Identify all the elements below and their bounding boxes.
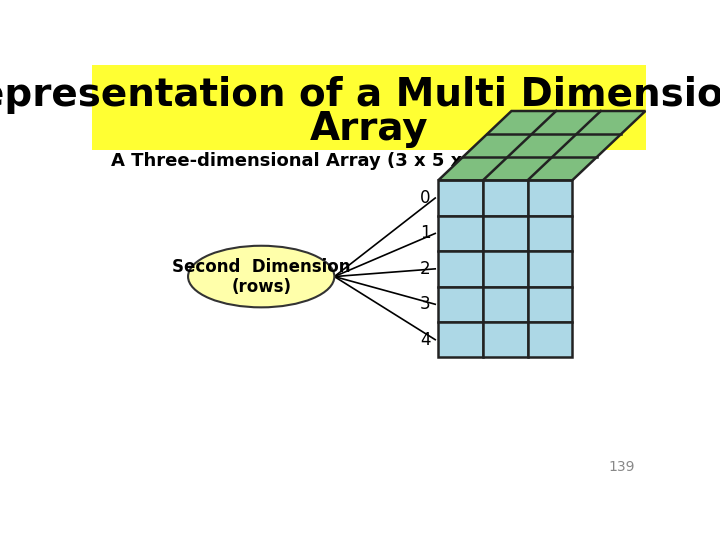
Bar xyxy=(438,251,483,287)
Text: (rows): (rows) xyxy=(231,278,291,296)
Bar xyxy=(528,251,572,287)
Text: 2: 2 xyxy=(420,260,431,278)
Bar xyxy=(528,215,572,251)
Bar xyxy=(483,287,528,322)
Bar xyxy=(528,322,572,357)
Bar xyxy=(438,322,483,357)
Text: 0: 0 xyxy=(420,189,431,207)
Bar xyxy=(483,215,528,251)
Bar xyxy=(483,251,528,287)
Polygon shape xyxy=(438,111,645,180)
Bar xyxy=(438,287,483,322)
Bar xyxy=(528,287,572,322)
Bar xyxy=(438,180,483,215)
Text: Second  Dimension: Second Dimension xyxy=(172,258,351,276)
Text: A Three-dimensional Array (3 x 5 x 4): A Three-dimensional Array (3 x 5 x 4) xyxy=(111,152,489,170)
Text: 139: 139 xyxy=(609,461,636,475)
Bar xyxy=(483,180,528,215)
Bar xyxy=(528,180,572,215)
Text: 1: 1 xyxy=(420,225,431,242)
Bar xyxy=(92,65,647,150)
Text: Array: Array xyxy=(310,110,428,148)
Ellipse shape xyxy=(188,246,334,307)
Text: 3: 3 xyxy=(420,295,431,313)
Bar xyxy=(438,215,483,251)
Text: 4: 4 xyxy=(420,330,431,349)
Text: Representation of a Multi Dimensional: Representation of a Multi Dimensional xyxy=(0,76,720,114)
Bar xyxy=(483,322,528,357)
